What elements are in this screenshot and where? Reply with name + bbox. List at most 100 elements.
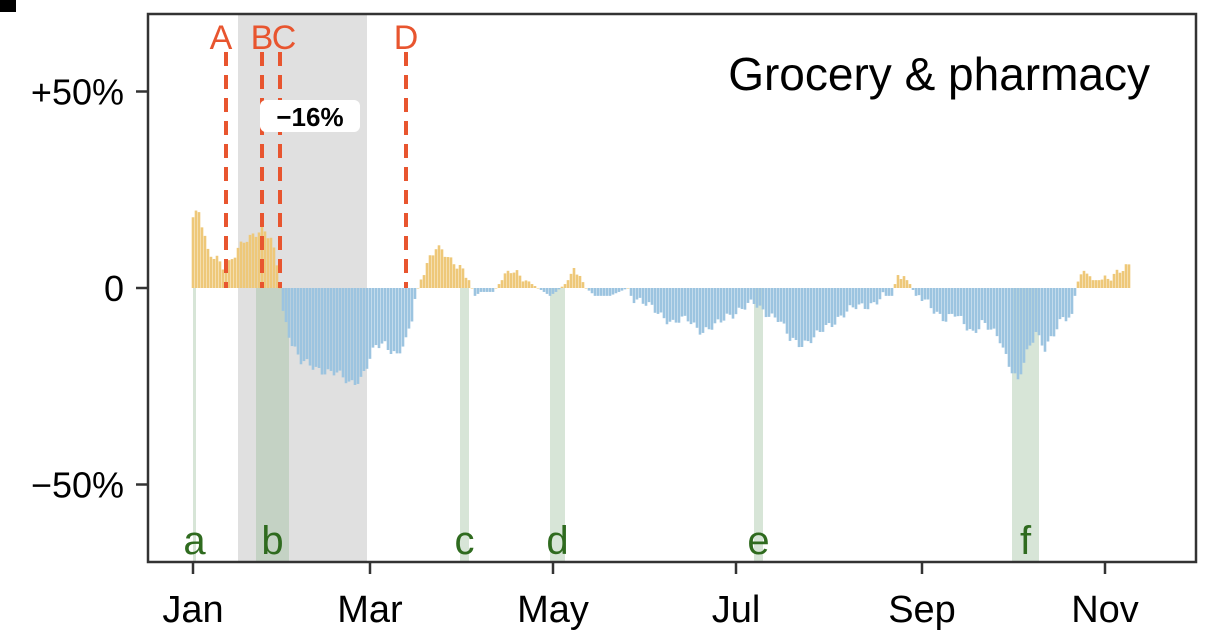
bar xyxy=(794,288,798,341)
bar xyxy=(899,279,903,288)
bar xyxy=(1082,270,1086,288)
bar xyxy=(284,288,288,323)
bar xyxy=(470,288,474,289)
bar xyxy=(980,288,984,321)
bar xyxy=(572,267,576,288)
bar xyxy=(1052,288,1056,337)
bar xyxy=(881,288,885,293)
bar xyxy=(587,288,591,291)
bar xyxy=(281,288,285,311)
bar xyxy=(1064,288,1068,322)
bar xyxy=(752,288,756,304)
bar xyxy=(443,256,447,288)
bar xyxy=(362,288,366,371)
bar xyxy=(335,288,339,373)
bar xyxy=(1079,274,1083,288)
band-label-e: e xyxy=(747,519,769,563)
bar xyxy=(557,288,561,290)
bar xyxy=(809,288,813,344)
bar xyxy=(707,288,711,330)
bar xyxy=(218,261,222,288)
bar xyxy=(1124,264,1128,288)
bar xyxy=(818,288,822,332)
bar xyxy=(827,288,831,324)
bar xyxy=(224,269,228,288)
bar xyxy=(398,288,402,354)
bar xyxy=(884,288,888,296)
x-tick-label: Jan xyxy=(162,589,223,631)
bar xyxy=(431,255,435,288)
bar xyxy=(554,288,558,292)
bar xyxy=(866,288,870,310)
panel-letter-fragment xyxy=(0,0,16,12)
bar xyxy=(758,288,762,306)
bar xyxy=(701,288,705,333)
bar xyxy=(971,288,975,331)
bar xyxy=(302,288,306,362)
bar xyxy=(650,288,654,305)
bar xyxy=(647,288,651,303)
bar xyxy=(815,288,819,331)
bar xyxy=(476,288,480,294)
bar xyxy=(803,288,807,341)
bar xyxy=(560,286,564,288)
green-band-b xyxy=(256,288,289,562)
bar xyxy=(659,288,663,313)
bar xyxy=(983,288,987,323)
band-label-f: f xyxy=(1020,519,1032,563)
bar xyxy=(500,280,504,288)
bar xyxy=(1016,288,1020,380)
x-tick-label: Nov xyxy=(1071,589,1139,631)
bar xyxy=(533,286,537,288)
bar xyxy=(590,288,594,294)
bar xyxy=(677,288,681,323)
bar xyxy=(392,288,396,352)
bar xyxy=(1007,288,1011,367)
bar xyxy=(656,288,660,314)
bar xyxy=(767,288,771,317)
bar xyxy=(773,288,777,318)
bar xyxy=(785,288,789,334)
bar xyxy=(227,260,231,288)
bar xyxy=(359,288,363,377)
bar xyxy=(377,288,381,349)
bar xyxy=(599,288,603,296)
bar xyxy=(743,288,747,310)
bar xyxy=(275,265,279,288)
y-tick-label: 0 xyxy=(104,268,124,309)
bar xyxy=(905,280,909,288)
bar xyxy=(653,288,657,313)
bar xyxy=(329,288,333,371)
bar xyxy=(287,288,291,338)
bar xyxy=(857,288,861,305)
bar xyxy=(698,288,702,335)
bar xyxy=(521,281,525,288)
bar xyxy=(812,288,816,338)
bar xyxy=(440,249,444,288)
bar xyxy=(272,247,276,288)
bar xyxy=(260,225,264,288)
bar xyxy=(689,288,693,325)
bar xyxy=(278,288,282,289)
bar xyxy=(347,288,351,382)
bar xyxy=(680,288,684,317)
bar xyxy=(920,288,924,301)
bar xyxy=(1115,269,1119,288)
bar xyxy=(998,288,1002,344)
bar xyxy=(212,258,216,288)
bar xyxy=(518,275,522,288)
bar xyxy=(941,288,945,322)
bar xyxy=(848,288,852,306)
annotation-label: −16% xyxy=(276,102,343,132)
bar xyxy=(314,288,318,367)
bar xyxy=(1085,273,1089,288)
event-label-A: A xyxy=(210,19,233,57)
bar xyxy=(413,288,417,299)
bar xyxy=(728,288,732,315)
x-tick-label: Jul xyxy=(712,589,761,631)
bar xyxy=(491,288,495,292)
bar xyxy=(1010,288,1014,374)
bar xyxy=(578,275,582,288)
annotation-box: −16% xyxy=(260,100,360,132)
green-band-c xyxy=(460,288,469,562)
